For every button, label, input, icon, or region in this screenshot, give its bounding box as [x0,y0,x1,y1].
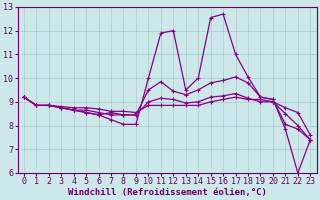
X-axis label: Windchill (Refroidissement éolien,°C): Windchill (Refroidissement éolien,°C) [68,188,267,197]
